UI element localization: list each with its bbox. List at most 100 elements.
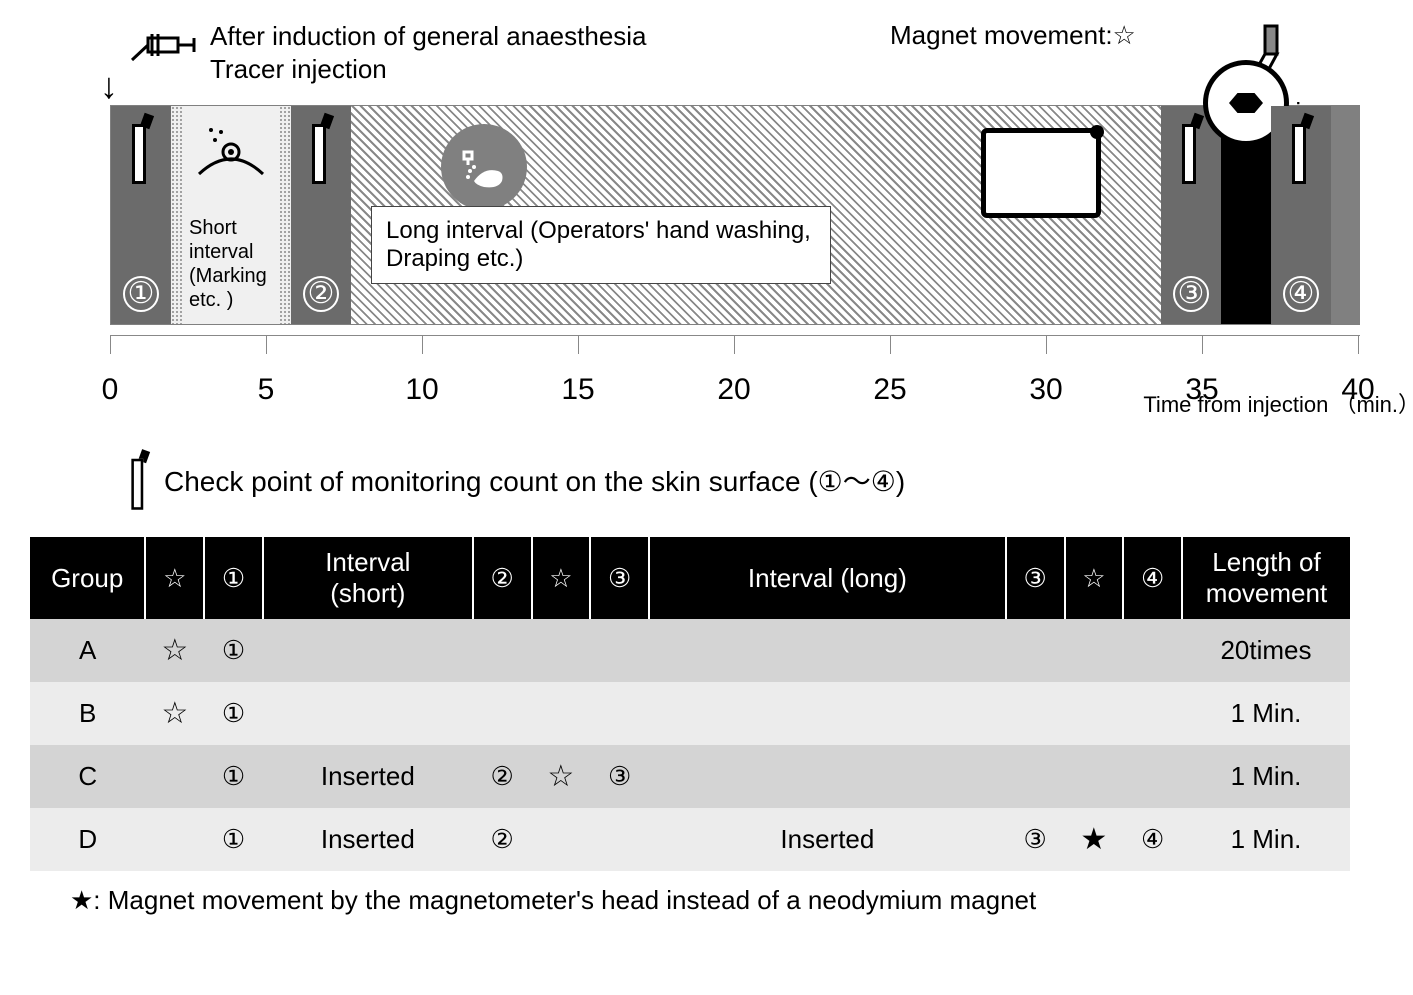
table-cell (1065, 745, 1124, 808)
long-interval-segment: Long interval (Operators' hand washing, … (351, 106, 1161, 324)
protocol-table: Group☆①Interval (short)②☆③Interval (long… (30, 537, 1350, 871)
table-cell: C (30, 745, 145, 808)
table-cell (473, 682, 532, 745)
table-cell (649, 619, 1006, 682)
axis-tick (1358, 336, 1359, 354)
syringe-area: After induction of general anaesthesia T… (120, 20, 647, 90)
table-cell (263, 619, 473, 682)
table-cell (1123, 619, 1182, 682)
probe-icon (312, 114, 330, 184)
axis-tick (890, 336, 891, 354)
time-axis: 0510152025303540 Time from injection （mi… (110, 335, 1360, 415)
table-cell: ① (204, 619, 263, 682)
axis-tick (734, 336, 735, 354)
table-cell: ★ (1065, 808, 1124, 871)
table-header-cell: Interval (short) (263, 537, 473, 619)
checkpoint-3: ③ (1161, 106, 1221, 324)
axis-tick-label: 20 (717, 373, 750, 407)
drape-icon (981, 128, 1101, 218)
axis-tick-label: 5 (258, 373, 275, 407)
table-cell: ③ (590, 745, 649, 808)
table-cell (590, 808, 649, 871)
probe-icon (131, 450, 146, 510)
table-cell: A (30, 619, 145, 682)
checkpoint-num-2: ② (303, 276, 339, 312)
table-cell: 1 Min. (1182, 745, 1350, 808)
table-cell: ☆ (532, 745, 591, 808)
table-header-cell: Length of movement (1182, 537, 1350, 619)
hand-wash-icon (441, 124, 527, 210)
axis-tick (1046, 336, 1047, 354)
table-cell (1006, 745, 1065, 808)
checkpoint-2: ② (291, 106, 351, 324)
magnet-segment (1221, 106, 1271, 324)
table-cell (649, 745, 1006, 808)
footnote: ★: Magnet movement by the magnetometer's… (70, 885, 1383, 916)
table-cell: ② (473, 808, 532, 871)
table-header: Group☆①Interval (short)②☆③Interval (long… (30, 537, 1350, 619)
table-row: B☆①1 Min. (30, 682, 1350, 745)
table-cell (590, 682, 649, 745)
table-cell: ☆ (145, 619, 204, 682)
table-cell (145, 808, 204, 871)
table-header-cell: Group (30, 537, 145, 619)
timeline-bar: ① Short interval (Marking etc. ) ② (110, 105, 1360, 325)
axis-tick-label: 10 (405, 373, 438, 407)
magnet-movement-label: Magnet movement:☆ (890, 20, 1136, 51)
axis-tick (422, 336, 423, 354)
marking-icon (191, 114, 271, 184)
long-interval-label: Long interval (Operators' hand washing, … (371, 206, 831, 284)
short-interval-label: Short interval (Marking etc. ) (189, 216, 273, 312)
short-interval-segment: Short interval (Marking etc. ) (171, 106, 291, 324)
timeline: ↓ ① Short interval (Marking etc. ) ② (110, 105, 1360, 415)
table-header-cell: ☆ (532, 537, 591, 619)
table-row: C①Inserted②☆③1 Min. (30, 745, 1350, 808)
table-cell (1006, 682, 1065, 745)
checkpoint-num-3: ③ (1173, 276, 1209, 312)
table-cell: ③ (1006, 808, 1065, 871)
table-cell: 1 Min. (1182, 808, 1350, 871)
tracer-line2: Tracer injection (210, 53, 647, 86)
table-cell (1123, 682, 1182, 745)
injection-arrow-icon: ↓ (100, 65, 118, 107)
table-header-cell: ☆ (1065, 537, 1124, 619)
table-cell (1006, 619, 1065, 682)
table-cell (1123, 745, 1182, 808)
probe-icon (1182, 114, 1200, 184)
table-cell (1065, 682, 1124, 745)
checkpoint-4: ④ (1271, 106, 1331, 324)
table-header-cell: ④ (1123, 537, 1182, 619)
axis-ticks (110, 335, 1360, 355)
table-cell (145, 745, 204, 808)
table-cell: ① (204, 745, 263, 808)
table-cell: B (30, 682, 145, 745)
table-cell (532, 619, 591, 682)
table-cell: ① (204, 808, 263, 871)
table-cell (590, 619, 649, 682)
table-header-cell: ② (473, 537, 532, 619)
axis-tick-label: 25 (873, 373, 906, 407)
table-cell (649, 682, 1006, 745)
tracer-text: After induction of general anaesthesia T… (210, 20, 647, 85)
probe-icon (1292, 114, 1310, 184)
checkpoint-1: ① (111, 106, 171, 324)
axis-tick (1202, 336, 1203, 354)
table-cell: D (30, 808, 145, 871)
probe-icon (132, 114, 150, 184)
table-header-cell: ③ (1006, 537, 1065, 619)
table-cell (473, 619, 532, 682)
table-cell: ① (204, 682, 263, 745)
table-cell: ④ (1123, 808, 1182, 871)
legend-text: Check point of monitoring count on the s… (164, 460, 905, 500)
table-cell: Inserted (263, 745, 473, 808)
table-header-cell: ③ (590, 537, 649, 619)
table-row: D①Inserted②Inserted③★④1 Min. (30, 808, 1350, 871)
axis-tick-label: 0 (102, 373, 119, 407)
table-cell (263, 682, 473, 745)
table-cell: 1 Min. (1182, 682, 1350, 745)
table-header-cell: ☆ (145, 537, 204, 619)
axis-tick-label: 15 (561, 373, 594, 407)
axis-title: Time from injection （min.） (1143, 387, 1413, 419)
table-body: A☆①20timesB☆①1 Min.C①Inserted②☆③1 Min.D①… (30, 619, 1350, 871)
table-cell: Inserted (263, 808, 473, 871)
